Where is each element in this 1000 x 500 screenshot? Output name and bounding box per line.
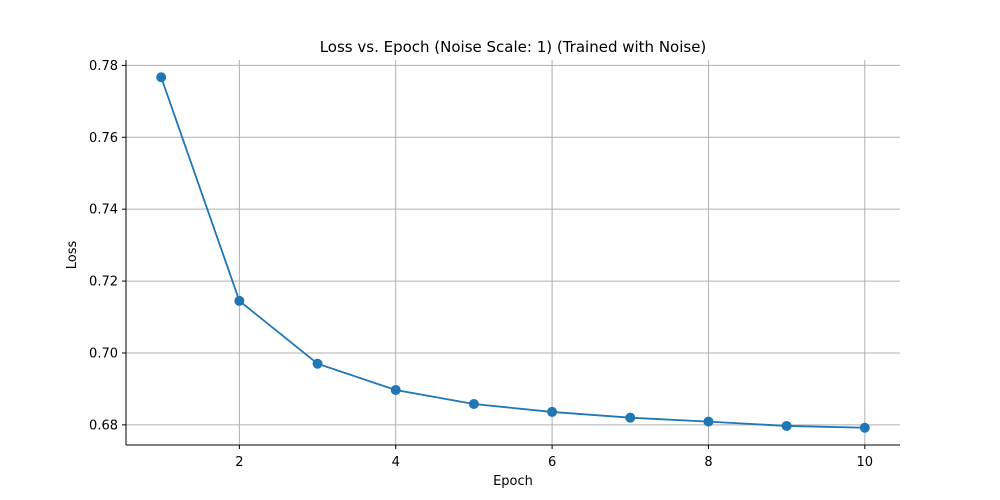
series xyxy=(156,72,870,433)
x-axis-label: Epoch xyxy=(493,474,533,489)
tick-labels: 2 4 6 8 10 0.68 0.70 0.72 0.74 0.76 0.78 xyxy=(89,59,873,470)
y-tick-label: 0.78 xyxy=(89,59,118,74)
grid xyxy=(126,60,900,445)
y-tick-label: 0.68 xyxy=(89,418,118,433)
data-point xyxy=(390,385,401,395)
x-tick-label: 6 xyxy=(548,455,556,470)
x-tick-label: 2 xyxy=(235,455,243,470)
series-line xyxy=(160,76,865,429)
data-point xyxy=(468,399,479,410)
y-tick-label: 0.70 xyxy=(89,346,118,361)
data-point xyxy=(156,72,167,83)
data-point xyxy=(703,416,714,427)
data-point xyxy=(547,406,558,417)
y-axis-label: Loss xyxy=(65,241,80,270)
y-tick-label: 0.74 xyxy=(89,203,118,218)
x-tick-label: 10 xyxy=(857,455,874,470)
axes xyxy=(122,60,900,449)
chart-title: Loss vs. Epoch (Noise Scale: 1) (Trained… xyxy=(320,38,707,56)
x-tick-label: 8 xyxy=(704,455,712,470)
y-tick-label: 0.76 xyxy=(89,131,118,146)
data-point xyxy=(859,422,870,433)
data-point xyxy=(312,358,323,369)
x-tick-label: 4 xyxy=(392,455,400,470)
data-point xyxy=(781,420,792,431)
data-point xyxy=(625,412,636,423)
y-tick-label: 0.72 xyxy=(89,275,118,290)
data-point xyxy=(234,295,245,306)
